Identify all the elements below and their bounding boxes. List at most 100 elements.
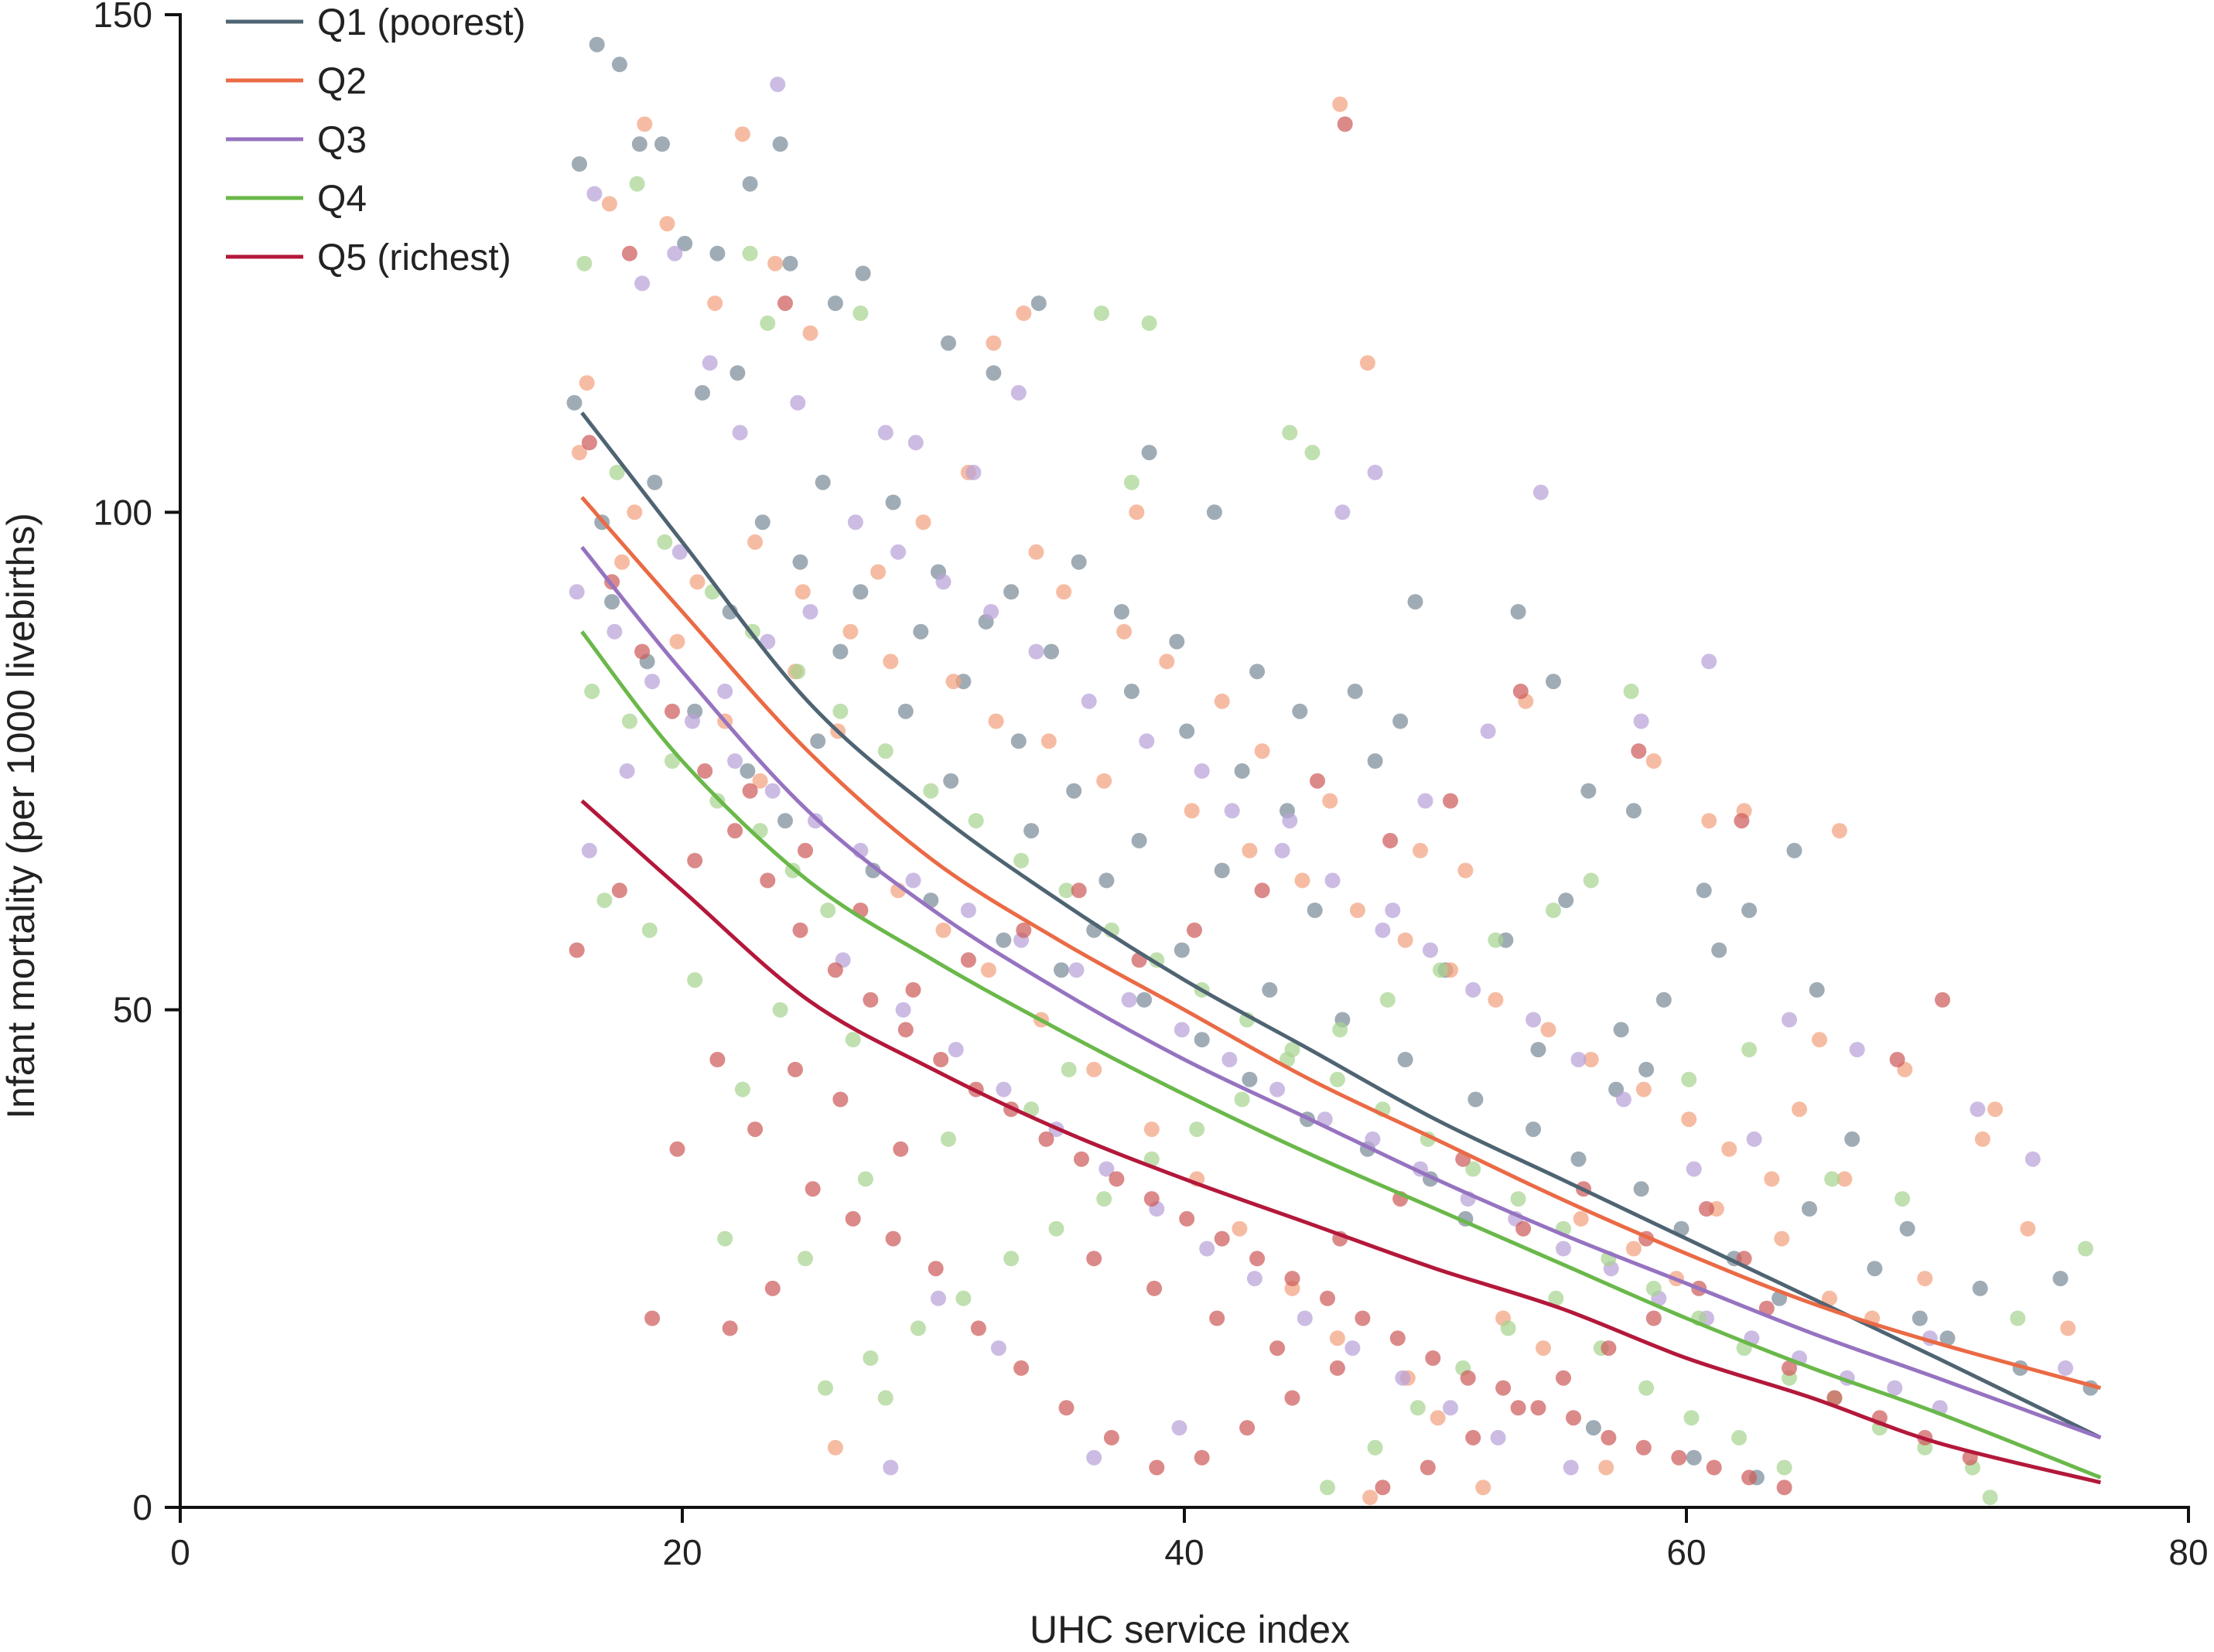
data-point — [1040, 733, 1057, 749]
data-point — [1143, 1151, 1160, 1167]
data-point — [1631, 743, 1647, 759]
data-point — [1143, 1191, 1160, 1207]
data-point — [1490, 1429, 1506, 1446]
data-point — [1096, 773, 1112, 789]
data-point — [1194, 763, 1210, 779]
data-point — [1417, 793, 1433, 809]
data-point — [1113, 604, 1129, 620]
data-point — [1174, 942, 1190, 958]
data-point — [827, 1439, 843, 1456]
data-point — [1826, 1390, 1843, 1406]
data-point — [798, 842, 813, 858]
data-point — [1038, 1131, 1054, 1147]
data-point — [1184, 803, 1200, 819]
data-point — [1058, 882, 1075, 899]
data-point — [657, 534, 673, 550]
data-point — [1234, 763, 1250, 779]
data-point — [1068, 962, 1085, 978]
data-point — [986, 365, 1002, 381]
data-point — [1016, 922, 1032, 938]
data-point — [1355, 1310, 1371, 1326]
data-point — [2024, 1151, 2041, 1167]
data-point — [1792, 1101, 1807, 1118]
data-point — [1530, 1400, 1546, 1416]
data-point — [855, 265, 871, 282]
data-point — [1895, 1191, 1911, 1207]
data-point — [1809, 981, 1825, 998]
y-axis-title: Infant mortality (per 1000 livebirths) — [0, 513, 43, 1119]
data-point — [1899, 1220, 1915, 1237]
data-point — [1638, 1061, 1655, 1077]
data-point — [1262, 981, 1278, 998]
data-point — [883, 654, 899, 670]
scatter-points — [566, 36, 2099, 1506]
x-tick-label: 20 — [662, 1532, 702, 1572]
data-point — [1746, 1131, 1762, 1147]
data-point — [1359, 355, 1375, 371]
axes: 0 20 40 60 80 0 50 100 150 — [93, 0, 2208, 1572]
data-point — [677, 235, 693, 251]
data-point — [1935, 992, 1950, 1008]
data-point — [1086, 1251, 1102, 1267]
data-point — [905, 872, 921, 889]
data-point — [1071, 554, 1087, 570]
data-point — [832, 703, 849, 719]
data-point — [1836, 1171, 1853, 1187]
data-point — [1214, 693, 1230, 709]
data-point — [1010, 733, 1027, 749]
data-point — [1939, 1330, 1956, 1347]
data-point — [893, 1141, 909, 1157]
data-point — [845, 1210, 861, 1227]
series-points-q4 — [576, 176, 2093, 1506]
data-point — [1086, 1449, 1102, 1466]
data-point — [1635, 1439, 1652, 1456]
data-point — [665, 703, 680, 719]
data-point — [968, 813, 984, 829]
data-point — [1214, 862, 1230, 879]
data-point — [1849, 1042, 1865, 1058]
data-point — [1530, 1042, 1546, 1058]
data-point — [1613, 1022, 1629, 1038]
data-point — [911, 1320, 926, 1336]
data-point — [827, 295, 843, 312]
data-point — [1096, 1191, 1112, 1207]
data-point — [928, 1261, 944, 1277]
data-point — [1686, 1161, 1702, 1177]
data-point — [747, 534, 764, 550]
data-point — [717, 1230, 733, 1247]
data-point — [1139, 733, 1155, 749]
data-point — [935, 922, 952, 938]
data-point — [627, 504, 643, 521]
data-point — [665, 753, 680, 769]
data-point — [1149, 1459, 1165, 1476]
y-tick-label: 50 — [113, 990, 152, 1030]
data-point — [1598, 1459, 1614, 1476]
data-point — [1972, 1280, 1988, 1296]
data-point — [1003, 584, 1020, 600]
data-point — [996, 1081, 1012, 1097]
data-point — [782, 255, 798, 271]
data-point — [644, 674, 661, 690]
legend-label: Q3 — [317, 120, 367, 161]
data-point — [941, 1131, 956, 1147]
data-point — [1297, 1310, 1313, 1326]
legend-item-q3: Q3 — [226, 120, 367, 161]
data-point — [883, 1459, 899, 1476]
data-point — [1526, 1121, 1542, 1138]
data-point — [863, 992, 879, 1008]
data-point — [1249, 1251, 1266, 1267]
data-point — [1824, 1171, 1840, 1187]
data-point — [1221, 1052, 1238, 1067]
data-point — [1774, 1230, 1790, 1247]
data-point — [569, 942, 585, 958]
data-point — [702, 355, 718, 371]
data-point — [845, 1032, 861, 1048]
data-point — [1141, 315, 1157, 331]
data-point — [2020, 1220, 2036, 1237]
data-point — [1367, 1439, 1383, 1456]
data-point — [1329, 1071, 1345, 1087]
data-point — [1566, 1410, 1581, 1426]
x-tick-label: 40 — [1164, 1532, 1204, 1572]
data-point — [865, 862, 881, 879]
data-point — [1741, 1042, 1758, 1058]
